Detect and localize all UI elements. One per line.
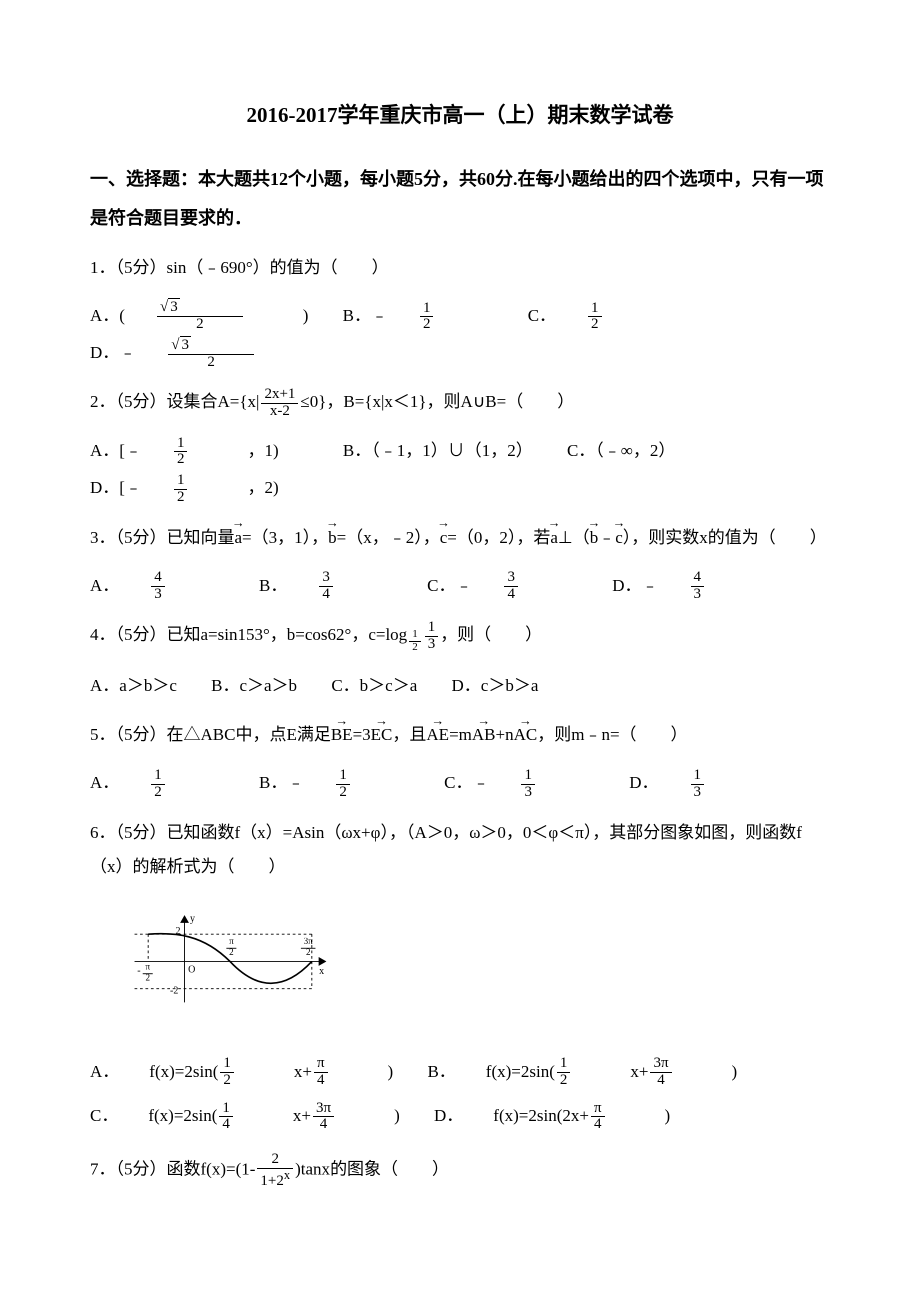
graph-y-label: y (190, 913, 195, 924)
q3-c: =（x，﹣2）， (337, 528, 440, 547)
q3-opt-c: C．﹣34 (427, 576, 578, 595)
q5-opt-d: D．13 (629, 773, 764, 792)
q2-a-label: A．[﹣ (90, 441, 142, 460)
q6-opt-d: D．f(x)=2sin(2x+π4) (434, 1106, 670, 1125)
q4-options: A．a＞b＞c B．c＞a＞b C．b＞c＞a D．c＞b＞a (90, 667, 830, 704)
page-title: 2016-2017学年重庆市高一（上）期末数学试卷 (90, 100, 830, 132)
q6-c-lab: C． (90, 1106, 118, 1125)
q1-opt-a: A．(32) (90, 306, 308, 325)
q3-opt-b: B．34 (259, 576, 393, 595)
q5-opt-b: B．﹣12 (259, 773, 410, 792)
q6-a-lab: A． (90, 1062, 119, 1081)
q3-options: A．43 B．34 C．﹣34 D．﹣43 (90, 567, 830, 604)
q2-opt-a: A．[﹣12，1) (90, 441, 309, 460)
q1-a-label: A．( (90, 306, 125, 325)
q2-opt-b: B．（﹣1，1）∪（1，2） (343, 441, 533, 460)
q1-stem: 1．（5分）sin（﹣690°）的值为（ ） (90, 258, 389, 277)
q3-opt-d: D．﹣43 (612, 576, 764, 595)
graph-x-label: x (319, 966, 324, 977)
q1-b-label: B．﹣ (343, 306, 388, 325)
q5-e: +n (496, 725, 514, 744)
q2-opt-d: D．[﹣12，2) (90, 478, 309, 497)
q5-d-lab: D． (629, 773, 658, 792)
q5-opt-a: A．12 (90, 773, 225, 792)
q6-graph: 2 -2 O x y - π2 π2 3π2 (130, 896, 830, 1036)
q3-b-lab: B． (259, 576, 287, 595)
q2-stem-a: 2．（5分）设集合 (90, 392, 218, 411)
q5-b-lab: B．﹣ (259, 773, 304, 792)
q6-opt-b: B．f(x)=2sin(12x+3π4) (427, 1062, 737, 1081)
q2-d-label2: ，2) (247, 478, 278, 497)
q7-b: 的图象（ ） (330, 1160, 449, 1179)
q4-opt-c: C．b＞c＞a (331, 676, 417, 695)
q5-f: ，则m﹣n=（ ） (537, 725, 687, 744)
q5-opt-c: C．﹣13 (444, 773, 595, 792)
q6-options: A．f(x)=2sin(12x+π4) B．f(x)=2sin(12x+3π4)… (90, 1050, 830, 1138)
q5-c: ，且 (392, 725, 426, 744)
q7-a: 7．（5分）函数 (90, 1160, 201, 1179)
question-7: 7．（5分）函数f(x)=(1-21+2x)tanx的图象（ ） (90, 1152, 830, 1190)
q3-d: =（0，2），若 (447, 528, 550, 547)
q4-opt-d: D．c＞b＞a (452, 676, 539, 695)
question-3: 3．（5分）已知向量a=（3，1），b=（x，﹣2），c=（0，2），若a⊥（b… (90, 521, 830, 555)
question-5: 5．（5分）在△ABC中，点E满足BE=3EC，且AE=mAB+nAC，则m﹣n… (90, 718, 830, 752)
q6-d-lab: D． (434, 1106, 463, 1125)
q3-a-lab: A． (90, 576, 119, 595)
q3-c-lab: C．﹣ (427, 576, 472, 595)
q3-a: 3．（5分）已知向量 (90, 528, 235, 547)
q3-e: ⊥（ (558, 528, 590, 547)
q2-d-label: D．[﹣ (90, 478, 142, 497)
q6-b-lab: B． (427, 1062, 455, 1081)
q4-opt-b: B．c＞a＞b (211, 676, 297, 695)
q1-options: A．(32) B．﹣12 C．12 D．﹣32 (90, 297, 830, 372)
q3-g: ），则实数x的值为（ ） (623, 528, 827, 547)
q1-c-label: C． (528, 306, 556, 325)
q4-opt-a: A．a＞b＞c (90, 676, 177, 695)
q5-a: 5．（5分）在△ABC中，点E满足 (90, 725, 331, 744)
section-1-heading: 一、选择题：本大题共12个小题，每小题5分，共60分.在每小题给出的四个选项中，… (90, 160, 830, 239)
q2-stem-b: ，B={x|x＜1}，则A∪B=（ ） (326, 392, 574, 411)
q3-d-lab: D．﹣ (612, 576, 658, 595)
q1-opt-b: B．﹣12 (343, 306, 494, 325)
q4-b: ，则（ ） (440, 625, 542, 644)
graph-ytick-2: 2 (175, 926, 180, 937)
q5-options: A．12 B．﹣12 C．﹣13 D．13 (90, 764, 830, 801)
q5-b: =3 (353, 725, 371, 744)
graph-ytick-neg2: -2 (170, 985, 178, 996)
question-1: 1．（5分）sin（﹣690°）的值为（ ） (90, 251, 830, 285)
q3-opt-a: A．43 (90, 576, 225, 595)
graph-origin-label: O (188, 964, 195, 975)
q2-opt-c: C．（﹣∞，2） (567, 441, 675, 460)
q1-opt-c: C．12 (528, 306, 662, 325)
q6-opt-a: A．f(x)=2sin(12x+π4) (90, 1062, 393, 1081)
q5-a-lab: A． (90, 773, 119, 792)
q4-a: 4．（5分）已知a=sin153°，b=cos62°， (90, 625, 368, 644)
q6-opt-c: C．f(x)=2sin(14x+3π4) (90, 1106, 400, 1125)
q2-options: A．[﹣12，1) B．（﹣1，1）∪（1，2） C．（﹣∞，2） D．[﹣12… (90, 432, 830, 507)
q3-b: =（3，1）， (242, 528, 328, 547)
q1-d-label: D．﹣ (90, 343, 136, 362)
q5-d: =m (449, 725, 472, 744)
q2-a-label2: ，1) (247, 441, 278, 460)
q5-c-lab: C．﹣ (444, 773, 489, 792)
question-2: 2．（5分）设集合A={x|2x+1x-2≤0}，B={x|x＜1}，则A∪B=… (90, 385, 830, 419)
q1-opt-d: D．﹣32 (90, 343, 314, 362)
question-4: 4．（5分）已知a=sin153°，b=cos62°，c=log1213，则（ … (90, 618, 830, 655)
question-6: 6．（5分）已知函数f（x）=Asin（ωx+φ），（A＞0，ω＞0，0＜φ＜π… (90, 816, 830, 884)
